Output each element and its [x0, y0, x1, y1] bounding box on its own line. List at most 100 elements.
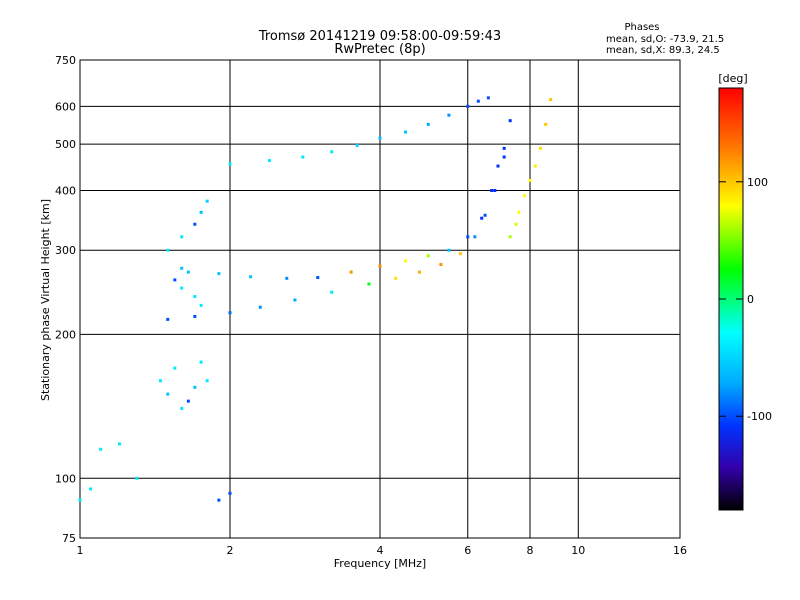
echo-point [217, 498, 221, 502]
echo-point [447, 248, 451, 252]
echo-point [249, 275, 253, 279]
echo-point [447, 113, 451, 117]
echo-point [166, 392, 170, 396]
echo-point [523, 194, 527, 198]
y-tick-label: 400 [55, 184, 76, 197]
y-axis-label: Stationary phase Virtual Height [km] [39, 199, 52, 401]
echo-point [496, 164, 500, 168]
colorbar-tick-label: 100 [747, 176, 768, 189]
x-tick-label: 6 [464, 544, 471, 557]
echo-point [293, 298, 297, 302]
x-axis-label: Frequency [MHz] [334, 557, 426, 570]
echo-point [89, 487, 93, 491]
echo-point [458, 252, 462, 256]
colorbar-ticks: 100 0 -100 [719, 176, 772, 423]
echo-point [490, 188, 494, 192]
echo-point [186, 399, 190, 403]
echo-point [528, 178, 532, 182]
echo-point [135, 476, 139, 480]
echo-point [217, 272, 221, 276]
chart-title: Tromsø 20141219 09:58:00-09:59:43 [258, 29, 501, 44]
echo-point [158, 379, 162, 383]
echo-point [476, 99, 480, 103]
echo-point [330, 290, 334, 294]
echo-point [549, 98, 553, 102]
echo-point [267, 159, 271, 163]
echo-point [502, 155, 506, 159]
echo-point [480, 216, 484, 220]
x-tick-label: 4 [377, 544, 384, 557]
stats-o-mode: mean, sd,O: -73.9, 21.5 [606, 34, 724, 45]
echo-point [228, 311, 232, 315]
echo-point [180, 266, 184, 270]
echo-point [199, 210, 203, 214]
echo-point [493, 188, 497, 192]
y-tick-label: 100 [55, 472, 76, 485]
echo-point [180, 406, 184, 410]
echo-point [193, 222, 197, 226]
echo-point [99, 447, 103, 451]
echo-point [228, 162, 232, 166]
x-tick-label: 10 [571, 544, 585, 557]
echo-point [199, 303, 203, 307]
echo-point [316, 276, 320, 280]
echo-point [394, 276, 398, 280]
echo-point [544, 122, 548, 126]
echo-point [539, 146, 543, 150]
y-tick-labels: 75 100 200 300 400 500 600 750 [55, 54, 76, 545]
x-tick-label: 2 [227, 544, 234, 557]
echo-point [378, 136, 382, 140]
echo-point [205, 199, 209, 203]
echo-point [180, 286, 184, 290]
echo-point [466, 104, 470, 108]
colorbar-label: [deg] [718, 72, 747, 85]
echo-point [166, 317, 170, 321]
echo-point [166, 248, 170, 252]
x-tick-label: 1 [77, 544, 84, 557]
echo-point [439, 263, 443, 267]
data-points [78, 96, 553, 502]
echo-point [173, 366, 177, 370]
echo-point [403, 259, 407, 263]
echo-point [508, 119, 512, 123]
stats-x-mode: mean, sd,X: 89.3, 24.5 [606, 45, 720, 56]
echo-point [78, 498, 82, 502]
echo-point [417, 270, 421, 274]
chart-subtitle: RwPretec (8p) [334, 42, 425, 57]
echo-point [228, 491, 232, 495]
y-tick-label: 300 [55, 244, 76, 257]
colorbar-tick-label: -100 [747, 410, 772, 423]
echo-point [193, 385, 197, 389]
echo-point [258, 305, 262, 309]
echo-point [180, 235, 184, 239]
echo-point [466, 235, 470, 239]
echo-point [426, 122, 430, 126]
echo-point [330, 150, 334, 154]
y-tick-label: 500 [55, 138, 76, 151]
echo-point [193, 295, 197, 299]
echo-point [502, 146, 506, 150]
y-tick-label: 750 [55, 54, 76, 67]
x-tick-labels: 1 2 4 6 8 10 16 [77, 544, 688, 557]
echo-point [117, 442, 121, 446]
echo-point [378, 264, 382, 268]
y-tick-label: 600 [55, 100, 76, 113]
echo-point [514, 222, 518, 226]
stats-title: Phases [624, 22, 659, 33]
echo-point [426, 254, 430, 258]
x-tick-label: 16 [673, 544, 687, 557]
grid-lines [80, 60, 680, 538]
y-tick-label: 75 [62, 532, 76, 545]
colorbar-tick-label: 0 [747, 293, 754, 306]
echo-point [193, 314, 197, 318]
echo-point [367, 282, 371, 286]
echo-point [483, 213, 487, 217]
echo-point [349, 270, 353, 274]
echo-point [533, 164, 537, 168]
y-tick-label: 200 [55, 328, 76, 341]
echo-point [486, 96, 490, 100]
echo-point [205, 379, 209, 383]
echo-point [355, 143, 359, 147]
x-tick-label: 8 [527, 544, 534, 557]
